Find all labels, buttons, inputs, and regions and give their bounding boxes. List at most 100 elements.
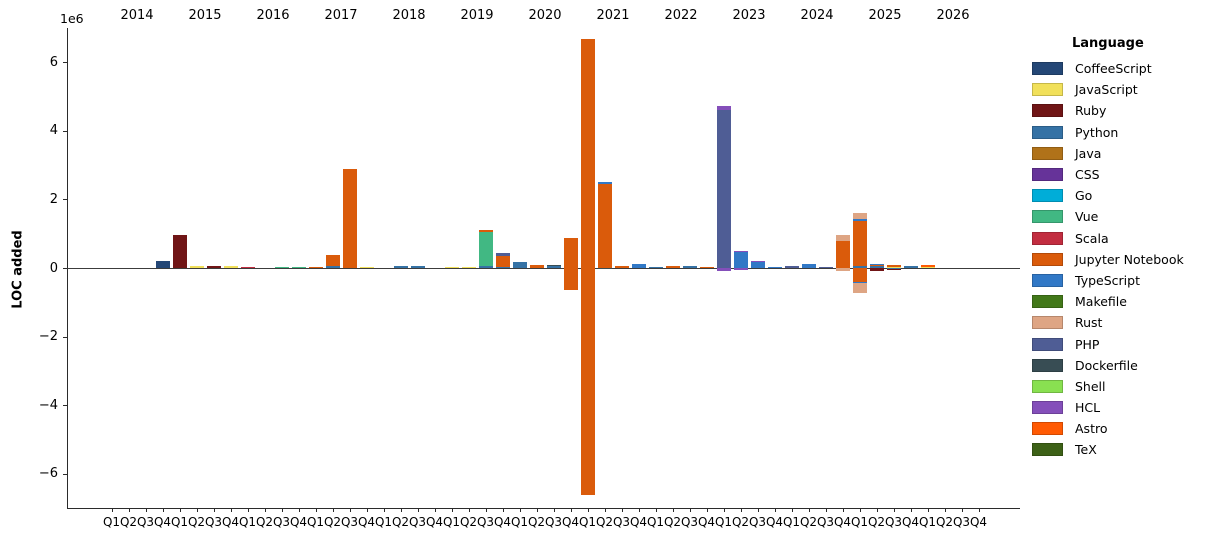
year-label: 2019 — [460, 8, 494, 23]
quarter-tick-label: Q1 — [782, 515, 801, 529]
quarter-tick-label: Q1 — [578, 515, 597, 529]
legend-label: CoffeeScript — [1075, 61, 1152, 77]
year-label: 2026 — [936, 8, 970, 23]
y-tick-label: 2 — [49, 191, 58, 207]
y-tick — [63, 130, 67, 132]
bar-segment-hcl — [750, 261, 765, 263]
year-label: 2017 — [324, 8, 358, 23]
quarter-tick — [264, 508, 266, 512]
quarter-tick — [808, 508, 810, 512]
y-tick-label: −2 — [38, 329, 58, 345]
legend-color-swatch — [1032, 210, 1063, 224]
quarter-tick-label: Q3 — [748, 515, 767, 529]
bar-segment-python — [648, 266, 663, 268]
zero-baseline — [67, 268, 1020, 269]
quarter-tick — [587, 508, 589, 512]
quarter-tick-label: Q2 — [663, 515, 682, 529]
bar-segment-python — [325, 265, 340, 268]
year-label: 2025 — [868, 8, 902, 23]
y-tick — [63, 336, 67, 338]
bar-segment-jupyter-notebook — [308, 266, 323, 268]
legend-items: CoffeeScript JavaScript Ruby Python Java CSS G… — [1032, 58, 1204, 461]
legend-label: CSS — [1075, 167, 1100, 183]
quarter-tick-label: Q2 — [119, 515, 138, 529]
legend-item-typescript: TypeScript — [1032, 270, 1204, 291]
quarter-tick-label: Q1 — [102, 515, 121, 529]
quarter-tick — [706, 508, 708, 512]
legend-label: Scala — [1075, 230, 1109, 246]
quarter-tick — [876, 508, 878, 512]
legend-label: TeX — [1075, 442, 1097, 458]
quarter-tick-label: Q2 — [595, 515, 614, 529]
bar-segment-rust — [835, 234, 850, 242]
y-tick — [63, 199, 67, 201]
bar-segment-hcl — [716, 268, 731, 271]
quarter-tick — [247, 508, 249, 512]
quarter-tick — [485, 508, 487, 512]
legend-label: Astro — [1075, 421, 1108, 437]
legend-label: Ruby — [1075, 103, 1107, 119]
legend-item-jupyter-notebook: Jupyter Notebook — [1032, 249, 1204, 270]
quarter-tick-label: Q1 — [170, 515, 189, 529]
quarter-tick-label: Q1 — [442, 515, 461, 529]
bar-segment-scala — [240, 266, 255, 268]
bar-segment-rust — [852, 213, 867, 219]
year-label: 2023 — [732, 8, 766, 23]
quarter-tick — [434, 508, 436, 512]
bar-segment-python — [546, 265, 561, 268]
quarter-tick-label: Q4 — [765, 515, 784, 529]
quarter-tick — [451, 508, 453, 512]
bar-segment-jupyter-notebook — [495, 256, 510, 267]
legend-label: PHP — [1075, 336, 1100, 352]
quarter-tick — [944, 508, 946, 512]
bar-segment-jupyter-notebook — [529, 265, 544, 268]
y-axis-offset-text: 1e6 — [60, 11, 84, 26]
quarter-tick — [672, 508, 674, 512]
legend-color-swatch — [1032, 379, 1063, 393]
bar-segment-javascript — [359, 266, 374, 268]
quarter-tick-label: Q1 — [374, 515, 393, 529]
quarter-tick — [859, 508, 861, 512]
bar-segment-jupyter-notebook — [597, 183, 612, 268]
legend-label: Go — [1075, 188, 1093, 204]
quarter-tick-label: Q3 — [272, 515, 291, 529]
quarter-tick-label: Q1 — [646, 515, 665, 529]
quarter-tick — [145, 508, 147, 512]
quarter-tick — [961, 508, 963, 512]
quarter-tick-label: Q2 — [323, 515, 342, 529]
year-label: 2021 — [596, 8, 630, 23]
bar-segment-jupyter-notebook — [478, 230, 493, 232]
quarter-tick — [519, 508, 521, 512]
bar-segment-jupyter-notebook — [835, 241, 850, 268]
legend-color-swatch — [1032, 146, 1063, 160]
quarter-tick-label: Q3 — [408, 515, 427, 529]
quarter-tick — [213, 508, 215, 512]
legend-label: Jupyter Notebook — [1075, 251, 1184, 267]
bar-segment-coffeescript — [155, 261, 170, 268]
legend-label: Java — [1075, 145, 1102, 161]
quarter-tick — [927, 508, 929, 512]
bar-segment-javascript — [444, 266, 459, 268]
legend-label: HCL — [1075, 400, 1101, 416]
bar-segment-jupyter-notebook — [852, 268, 867, 282]
legend-color-swatch — [1032, 189, 1063, 203]
bar-segment-python — [869, 266, 884, 268]
legend-item-javascript: JavaScript — [1032, 79, 1204, 100]
bar-segment-python — [903, 265, 918, 268]
bar-segment-jupyter-notebook — [699, 266, 714, 268]
legend-color-swatch — [1032, 422, 1063, 436]
legend-color-swatch — [1032, 358, 1063, 372]
legend-color-swatch — [1032, 125, 1063, 139]
quarter-tick-label: Q4 — [289, 515, 308, 529]
quarter-tick-label: Q3 — [816, 515, 835, 529]
bar-segment-python — [852, 265, 867, 268]
quarter-tick-label: Q3 — [612, 515, 631, 529]
quarter-tick-label: Q1 — [238, 515, 257, 529]
quarter-tick — [740, 508, 742, 512]
bar-segment-jupyter-notebook — [614, 265, 629, 268]
bar-segment-jupyter-notebook — [342, 168, 357, 268]
quarter-tick-label: Q3 — [476, 515, 495, 529]
bar-segment-python — [682, 266, 697, 268]
legend-color-swatch — [1032, 231, 1063, 245]
bar-segment-jupyter-notebook — [580, 38, 595, 268]
